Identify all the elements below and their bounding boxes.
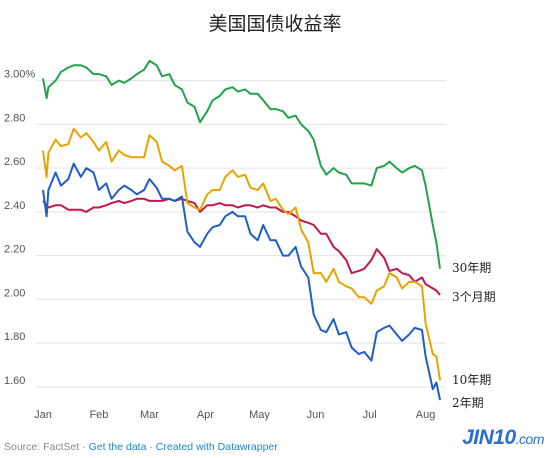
- y-tick-label: 2.80: [4, 112, 25, 124]
- series-end-labels: 30年期 3个月期 10年期 2年期: [452, 261, 496, 410]
- footer-separator: ·: [79, 441, 89, 453]
- logo-suffix: .com: [515, 431, 545, 447]
- x-tick-label: Feb: [89, 409, 108, 421]
- series-end-label: 30年期: [452, 261, 491, 275]
- get-data-link[interactable]: Get the data: [88, 441, 147, 453]
- datawrapper-link[interactable]: Created with Datawrapper: [155, 441, 278, 453]
- footer-separator: ·: [146, 441, 156, 453]
- x-tick-label: May: [249, 409, 270, 421]
- x-tick-label: Jun: [307, 409, 325, 421]
- y-tick-label: 3.00%: [4, 69, 35, 81]
- series-line: [42, 197, 441, 296]
- series-line: [42, 162, 441, 401]
- source-text: Source: FactSet: [4, 441, 80, 453]
- y-axis-ticks: 3.00% 2.80 2.60 2.40 2.20 2.00 1.80 1.60: [4, 69, 35, 387]
- y-tick-label: 1.80: [4, 331, 25, 343]
- series-end-label: 2年期: [452, 396, 484, 410]
- chart-title: 美国国债收益率: [208, 13, 341, 35]
- jin10-logo: JIN10.com: [462, 426, 544, 450]
- series-line: [42, 127, 441, 381]
- y-tick-label: 1.60: [4, 375, 25, 387]
- x-tick-label: Aug: [416, 409, 436, 421]
- x-tick-label: Apr: [197, 409, 214, 421]
- y-tick-label: 2.60: [4, 156, 25, 168]
- series-end-label: 10年期: [452, 373, 491, 387]
- series-line: [42, 59, 441, 269]
- series-lines: [42, 59, 441, 401]
- footer: Source: FactSet · Get the data · Created…: [4, 441, 278, 453]
- gridlines: [36, 80, 446, 388]
- x-tick-label: Mar: [140, 409, 159, 421]
- x-tick-label: Jul: [363, 409, 377, 421]
- y-tick-label: 2.40: [4, 200, 25, 212]
- y-tick-label: 2.00: [4, 287, 25, 299]
- logo-text: JIN10: [462, 426, 516, 449]
- series-end-label: 3个月期: [452, 290, 496, 304]
- x-tick-label: Jan: [34, 409, 52, 421]
- x-axis-ticks: Jan Feb Mar Apr May Jun Jul Aug: [34, 409, 435, 421]
- y-tick-label: 2.20: [4, 244, 25, 256]
